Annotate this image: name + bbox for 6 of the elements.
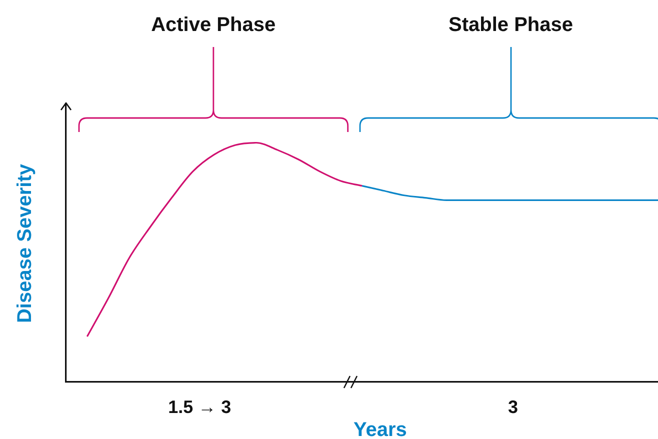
text: Active Phase [151,14,276,36]
text: Stable Phase [448,14,574,36]
text: 3 [508,396,518,418]
y-axis-title: Disease Severity [14,163,36,323]
text: 1.5 → 3 [168,396,232,418]
x-axis-title: Years [354,418,407,439]
